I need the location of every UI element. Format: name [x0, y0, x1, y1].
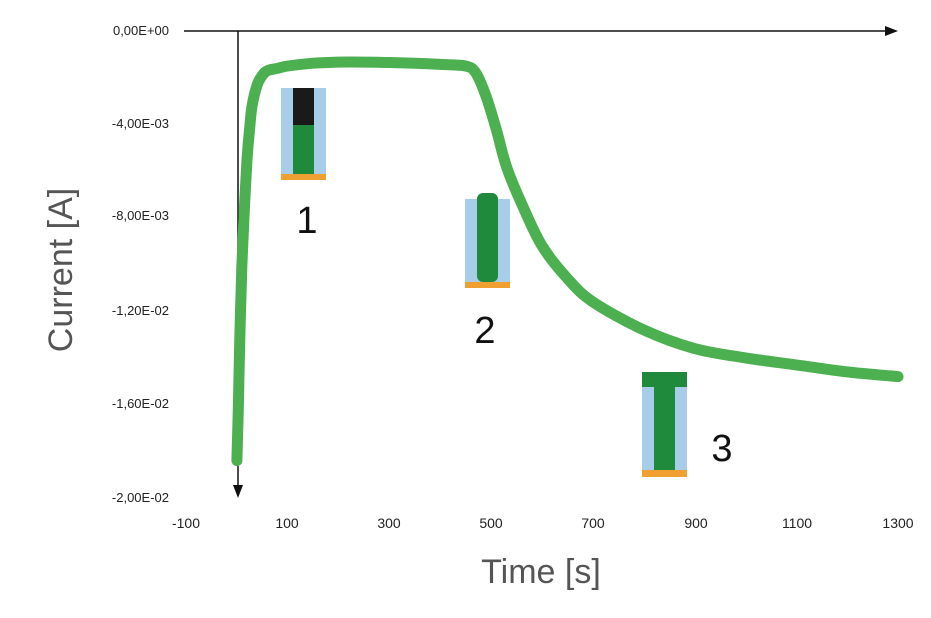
y-tick-label: -2,00E-02	[112, 490, 169, 505]
inset-1-green-core	[293, 125, 314, 174]
inset-2-gold-base	[465, 282, 510, 288]
inset-3-green-cap	[642, 372, 687, 387]
y-tick-label: 0,00E+00	[113, 23, 169, 38]
y-tick-label: -1,20E-02	[112, 303, 169, 318]
inset-diagram-2	[465, 193, 510, 288]
y-tick-labels: 0,00E+00 -4,00E-03 -8,00E-03 -1,20E-02 -…	[112, 23, 169, 505]
x-tick-label: 700	[581, 515, 605, 531]
inset-diagram-3	[642, 372, 687, 477]
annotation-label-1: 1	[296, 200, 317, 242]
inset-1-dark-top	[293, 88, 314, 125]
x-axis-title: Time [s]	[481, 553, 601, 591]
y-tick-label: -1,60E-02	[112, 396, 169, 411]
annotation-label-3: 3	[711, 428, 732, 470]
x-tick-label: 1300	[882, 515, 913, 531]
inset-2-green-core	[477, 193, 498, 282]
x-tick-label: 900	[684, 515, 708, 531]
inset-3-gold-base	[642, 470, 687, 477]
annotation-label-2: 2	[474, 310, 495, 352]
x-tick-label: 1100	[782, 515, 812, 531]
x-tick-label: 100	[275, 515, 299, 531]
x-axis-arrowhead	[885, 26, 898, 36]
inset-3-green-core	[654, 387, 675, 470]
series-points	[235, 60, 900, 463]
y-tick-label: -8,00E-03	[112, 208, 169, 223]
y-tick-label: -4,00E-03	[112, 116, 169, 131]
x-tick-labels: -100 100 300 500 700 900 1100 1300	[172, 515, 914, 531]
y-axis-arrowhead	[233, 485, 243, 498]
x-tick-label: -100	[172, 515, 200, 531]
y-axis-title: Current [A]	[42, 188, 80, 352]
x-tick-label: 300	[377, 515, 401, 531]
inset-1-gold-base	[281, 174, 326, 180]
x-tick-label: 500	[479, 515, 503, 531]
current-series-line	[231, 56, 904, 467]
inset-diagram-1	[281, 88, 326, 180]
